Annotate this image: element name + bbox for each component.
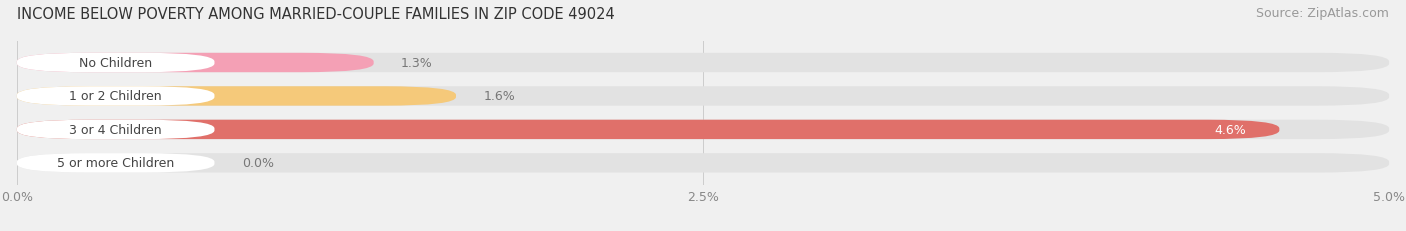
FancyBboxPatch shape xyxy=(17,54,1389,73)
Text: INCOME BELOW POVERTY AMONG MARRIED-COUPLE FAMILIES IN ZIP CODE 49024: INCOME BELOW POVERTY AMONG MARRIED-COUPL… xyxy=(17,7,614,22)
FancyBboxPatch shape xyxy=(17,54,215,73)
Text: 1 or 2 Children: 1 or 2 Children xyxy=(69,90,162,103)
Text: 3 or 4 Children: 3 or 4 Children xyxy=(69,123,162,136)
FancyBboxPatch shape xyxy=(17,87,215,106)
FancyBboxPatch shape xyxy=(17,54,374,73)
Text: No Children: No Children xyxy=(79,57,152,70)
FancyBboxPatch shape xyxy=(17,120,1279,140)
FancyBboxPatch shape xyxy=(17,153,215,173)
Text: 4.6%: 4.6% xyxy=(1215,123,1246,136)
FancyBboxPatch shape xyxy=(17,120,1389,140)
FancyBboxPatch shape xyxy=(17,153,1389,173)
Text: 0.0%: 0.0% xyxy=(242,157,274,170)
FancyBboxPatch shape xyxy=(17,87,456,106)
Text: 1.3%: 1.3% xyxy=(401,57,433,70)
Text: 1.6%: 1.6% xyxy=(484,90,515,103)
FancyBboxPatch shape xyxy=(17,120,215,140)
Text: Source: ZipAtlas.com: Source: ZipAtlas.com xyxy=(1256,7,1389,20)
Text: 5 or more Children: 5 or more Children xyxy=(58,157,174,170)
FancyBboxPatch shape xyxy=(17,87,1389,106)
